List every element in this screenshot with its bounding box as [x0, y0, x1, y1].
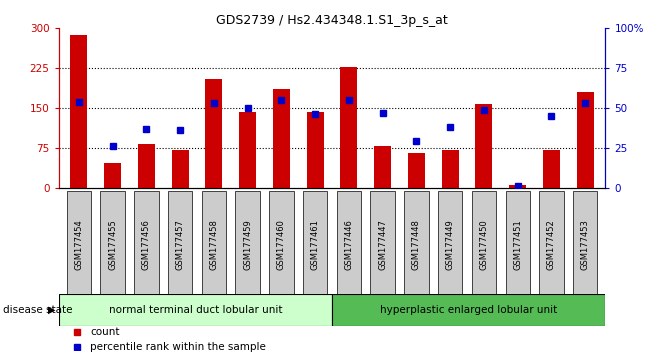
Text: GSM177457: GSM177457 — [176, 219, 185, 270]
FancyBboxPatch shape — [573, 191, 598, 297]
Bar — [172, 150, 189, 188]
FancyBboxPatch shape — [134, 191, 158, 297]
Text: count: count — [90, 327, 120, 337]
Bar — [104, 163, 121, 188]
Text: GSM177453: GSM177453 — [581, 219, 590, 270]
Bar — [239, 112, 256, 188]
FancyBboxPatch shape — [202, 191, 226, 297]
Text: GSM177456: GSM177456 — [142, 219, 151, 270]
Text: GSM177449: GSM177449 — [446, 219, 454, 270]
Text: GSM177460: GSM177460 — [277, 219, 286, 270]
Text: GSM177452: GSM177452 — [547, 219, 556, 270]
Bar — [273, 89, 290, 188]
Text: GSM177450: GSM177450 — [479, 219, 488, 270]
Bar — [442, 150, 458, 188]
Text: GSM177451: GSM177451 — [513, 219, 522, 270]
FancyBboxPatch shape — [472, 191, 496, 297]
Title: GDS2739 / Hs2.434348.1.S1_3p_s_at: GDS2739 / Hs2.434348.1.S1_3p_s_at — [216, 14, 448, 27]
FancyBboxPatch shape — [506, 191, 530, 297]
Bar — [307, 112, 324, 188]
Text: GSM177454: GSM177454 — [74, 219, 83, 270]
FancyBboxPatch shape — [59, 294, 332, 326]
Bar — [408, 153, 425, 188]
Text: GSM177459: GSM177459 — [243, 219, 252, 270]
Text: hyperplastic enlarged lobular unit: hyperplastic enlarged lobular unit — [380, 305, 557, 315]
FancyBboxPatch shape — [236, 191, 260, 297]
Bar — [206, 79, 222, 188]
Text: GSM177448: GSM177448 — [412, 219, 421, 270]
Bar — [509, 185, 526, 188]
Text: GSM177458: GSM177458 — [210, 219, 218, 270]
FancyBboxPatch shape — [539, 191, 564, 297]
Bar — [577, 92, 594, 188]
FancyBboxPatch shape — [404, 191, 428, 297]
FancyBboxPatch shape — [168, 191, 192, 297]
Bar — [138, 144, 155, 188]
Text: disease state: disease state — [3, 305, 73, 315]
Bar — [543, 150, 560, 188]
FancyBboxPatch shape — [370, 191, 395, 297]
FancyBboxPatch shape — [438, 191, 462, 297]
Text: normal terminal duct lobular unit: normal terminal duct lobular unit — [109, 305, 282, 315]
FancyBboxPatch shape — [66, 191, 91, 297]
FancyBboxPatch shape — [332, 294, 605, 326]
Bar — [475, 104, 492, 188]
FancyBboxPatch shape — [270, 191, 294, 297]
FancyBboxPatch shape — [303, 191, 327, 297]
Text: GSM177455: GSM177455 — [108, 219, 117, 270]
Text: GSM177446: GSM177446 — [344, 219, 353, 270]
Text: percentile rank within the sample: percentile rank within the sample — [90, 342, 266, 352]
FancyBboxPatch shape — [337, 191, 361, 297]
Bar — [70, 35, 87, 188]
Bar — [374, 146, 391, 188]
Text: GSM177461: GSM177461 — [311, 219, 320, 270]
Text: ▶: ▶ — [48, 305, 55, 315]
Text: GSM177447: GSM177447 — [378, 219, 387, 270]
FancyBboxPatch shape — [100, 191, 125, 297]
Bar — [340, 67, 357, 188]
